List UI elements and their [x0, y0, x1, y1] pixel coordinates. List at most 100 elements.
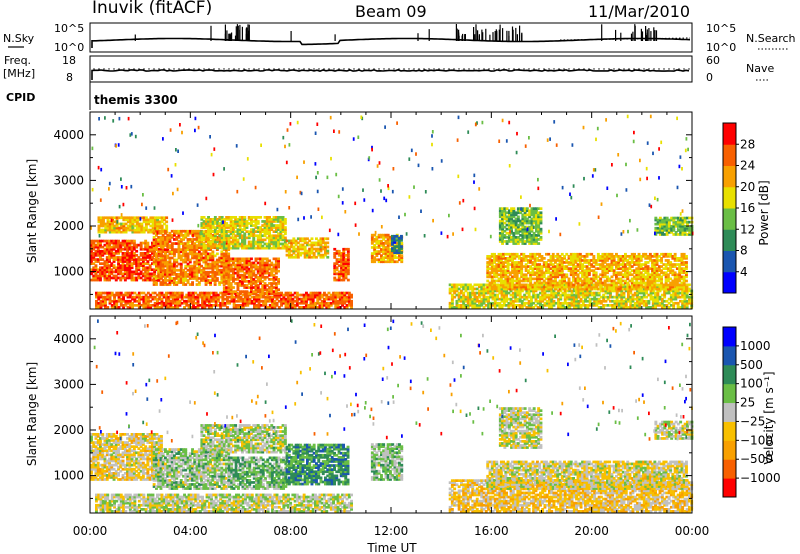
- echo-cell: [264, 304, 268, 307]
- echo-cell: [579, 306, 583, 309]
- echo-cell: [280, 304, 283, 307]
- echo-cell: [257, 306, 261, 309]
- echo-cell: [334, 299, 338, 303]
- echo-cell: [207, 220, 210, 223]
- echo-cell: [164, 262, 167, 266]
- echo-cell: [540, 257, 544, 260]
- echo-cell: [504, 285, 508, 289]
- echo-cell: [279, 236, 283, 240]
- echo-cell: [536, 287, 539, 291]
- echo-cell: [210, 306, 213, 309]
- echo-cell: [238, 218, 242, 221]
- echo-cell: [135, 230, 139, 234]
- echo-cell: [225, 292, 229, 296]
- echo-cell: [173, 266, 176, 270]
- echo-cell: [505, 289, 508, 293]
- echo-cell: [229, 242, 233, 246]
- echo-cell: [327, 295, 331, 299]
- nsky-panel-frame: [89, 22, 693, 53]
- echo-cell: [559, 306, 563, 309]
- echo-cell: [211, 279, 215, 282]
- echo-cell: [241, 278, 244, 281]
- echo-cell: [164, 264, 167, 268]
- echo-cell: [144, 256, 148, 259]
- echo-cell: [191, 273, 194, 276]
- echo-cell: [252, 269, 256, 273]
- echo-cell: [308, 239, 312, 243]
- nave-point: [618, 68, 620, 70]
- echo-cell: [215, 270, 219, 274]
- echo-cell: [153, 295, 157, 299]
- echo-cell: [460, 285, 463, 289]
- echo-cell: [524, 255, 528, 258]
- echo-cell: [482, 299, 486, 303]
- echo-cell: [247, 222, 251, 225]
- echo-cell: [529, 252, 533, 256]
- echo-cell: [274, 263, 278, 267]
- echo-cell: [342, 264, 346, 267]
- echo-cell: [90, 249, 93, 253]
- echo-cell: [500, 293, 504, 297]
- echo-cell: [179, 262, 183, 266]
- echo-cell: [538, 267, 542, 270]
- echo-cell: [259, 259, 262, 263]
- echo-cell: [665, 291, 669, 295]
- echo-cell: [200, 216, 204, 219]
- echo-cell: [502, 291, 506, 295]
- echo-cell: [311, 306, 315, 309]
- echo-cell: [502, 279, 505, 283]
- echo-cell: [291, 293, 295, 297]
- echo-cell: [139, 247, 143, 251]
- echo-cell: [135, 226, 139, 230]
- echo-cell: [506, 279, 510, 283]
- echo-cell: [220, 273, 224, 276]
- echo-cell: [225, 257, 229, 261]
- echo-cell: [627, 297, 630, 301]
- echo-cell: [241, 238, 244, 242]
- echo-cell: [649, 306, 653, 309]
- echo-cell: [204, 240, 208, 243]
- echo-cell: [283, 228, 287, 231]
- echo-cell: [342, 266, 346, 270]
- echo-cell: [188, 250, 192, 254]
- echo-cell: [515, 281, 519, 285]
- echo-cell: [636, 295, 639, 299]
- echo-cell: [215, 273, 219, 276]
- echo-cell: [513, 255, 517, 258]
- echo-cell: [344, 260, 348, 263]
- echo-cell: [520, 252, 524, 256]
- echo-cell: [319, 245, 323, 249]
- echo-cell: [495, 255, 499, 258]
- echo-cell: [209, 240, 213, 244]
- echo-cell: [536, 279, 539, 283]
- echo-cell: [277, 259, 280, 263]
- nave-point: [578, 68, 580, 70]
- echo-cell: [211, 277, 215, 280]
- echo-cell: [168, 240, 172, 243]
- echo-cell: [529, 273, 533, 277]
- echo-cell: [272, 267, 276, 271]
- echo-cell: [211, 238, 215, 242]
- echo-cell: [464, 295, 468, 299]
- echo-cell: [337, 260, 341, 263]
- echo-cell: [493, 252, 496, 256]
- echo-cell: [222, 275, 226, 279]
- nave-point: [668, 68, 670, 70]
- echo-cell: [290, 241, 294, 245]
- echo-cell: [191, 231, 194, 235]
- echo-cell: [488, 255, 492, 258]
- echo-cell: [204, 246, 208, 250]
- echo-cell: [141, 274, 145, 278]
- echo-cell: [545, 295, 549, 299]
- echo-cell: [224, 240, 228, 243]
- echo-cell: [206, 254, 210, 258]
- echo-cell: [238, 261, 242, 265]
- echo-cell: [102, 216, 105, 220]
- echo-cell: [99, 218, 103, 222]
- nave-point: [128, 68, 130, 70]
- echo-cell: [200, 279, 203, 282]
- echo-cell: [665, 299, 669, 303]
- echo-cell: [229, 232, 233, 236]
- echo-cell: [170, 252, 174, 256]
- echo-cell: [130, 239, 134, 243]
